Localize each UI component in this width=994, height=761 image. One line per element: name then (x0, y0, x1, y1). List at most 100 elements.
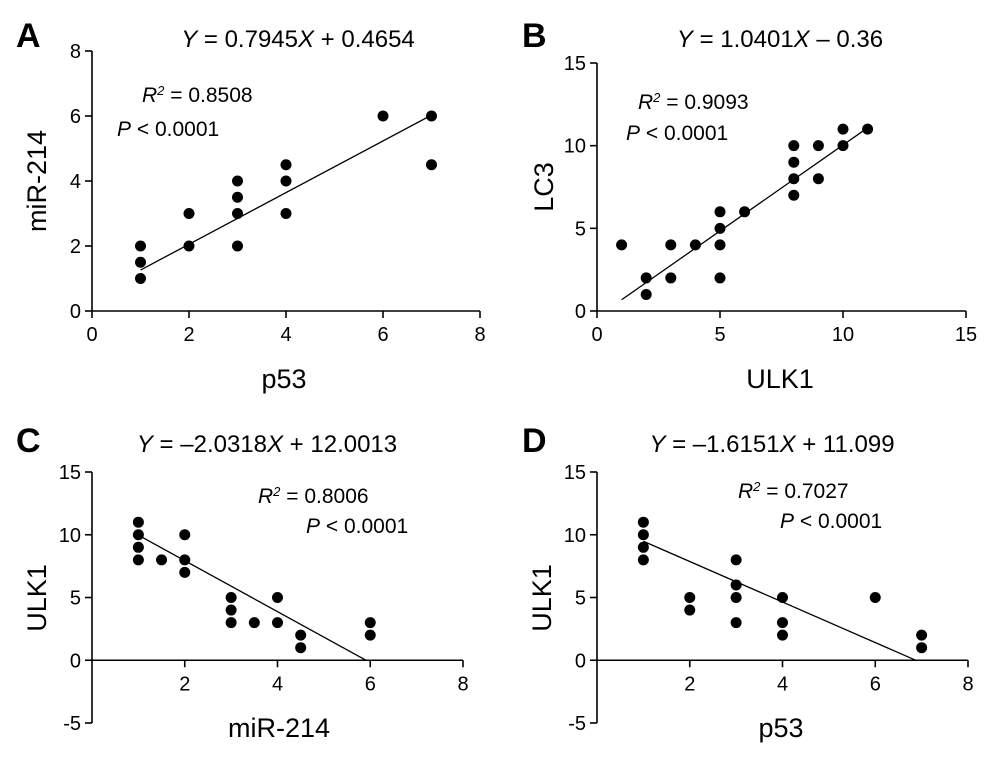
data-point (225, 604, 237, 616)
x-tick-label: 8 (474, 324, 485, 346)
data-point (225, 592, 237, 603)
x-tick-label: 4 (280, 324, 291, 346)
data-point (640, 288, 652, 300)
data-point (225, 617, 237, 629)
regression-equation: Y = 0.7945X + 0.4654 (181, 26, 415, 53)
data-point (179, 566, 191, 578)
x-tick-label: 2 (183, 324, 194, 346)
data-point (777, 629, 788, 641)
data-point (232, 191, 243, 203)
y-tick-label: 2 (70, 236, 81, 258)
data-point (862, 123, 874, 135)
x-axis-label: ULK1 (746, 364, 814, 394)
data-point (232, 208, 243, 219)
y-tick-label: 0 (70, 650, 81, 672)
data-point (280, 159, 292, 171)
panel-letter: C (16, 422, 41, 460)
p-value-label: P < 0.0001 (117, 118, 219, 141)
data-point (684, 592, 696, 603)
data-point (812, 173, 824, 185)
data-point (637, 554, 649, 566)
x-tick-label: 0 (591, 324, 602, 346)
panel-letter: B (522, 17, 547, 55)
data-point (132, 554, 144, 566)
data-point (640, 272, 652, 284)
data-point (788, 189, 800, 201)
data-point (426, 159, 437, 171)
x-tick-label: 2 (179, 673, 190, 695)
y-axis-label: ULK1 (22, 564, 52, 632)
data-point (295, 629, 307, 641)
y-tick-label: -5 (568, 713, 586, 735)
data-point (637, 516, 649, 528)
data-point (777, 617, 788, 629)
y-tick-label: 10 (564, 525, 586, 547)
data-point (730, 592, 742, 603)
data-point (714, 239, 726, 251)
data-point (426, 110, 437, 122)
data-point (280, 208, 292, 219)
data-point (777, 592, 788, 603)
x-tick-label: 6 (377, 324, 388, 346)
panel-letter: A (16, 17, 41, 55)
x-tick-label: 10 (832, 324, 854, 346)
data-point (616, 239, 628, 251)
y-tick-label: 0 (575, 650, 586, 672)
y-axis-label: miR-214 (22, 130, 52, 232)
regression-equation: Y = 1.0401X – 0.36 (677, 26, 883, 53)
data-point (295, 642, 307, 654)
p-value-label: P < 0.0001 (626, 122, 728, 145)
data-point (232, 175, 243, 187)
p-value-label: P < 0.0001 (780, 510, 882, 533)
x-tick-label: 0 (86, 324, 97, 346)
data-point (714, 222, 726, 234)
y-tick-label: 8 (70, 41, 81, 63)
y-tick-label: 10 (59, 525, 81, 547)
data-point (837, 140, 849, 152)
x-tick-label: 8 (962, 673, 973, 695)
data-point (248, 617, 260, 629)
p-value-label: P < 0.0001 (306, 515, 408, 538)
r-squared-label: R2 = 0.8006 (258, 484, 369, 509)
y-tick-label: 4 (70, 171, 81, 193)
data-point (132, 516, 144, 528)
data-point (684, 604, 696, 616)
data-point (183, 208, 195, 219)
data-point (272, 617, 283, 629)
data-point (730, 554, 742, 566)
panel-c: C Y = –2.0318X + 12.0013 R2 = 0.8006 P < 0.… (16, 422, 469, 743)
data-point (916, 629, 928, 641)
x-tick-label: 4 (272, 673, 283, 695)
y-axis-label: ULK1 (527, 564, 557, 632)
data-point (156, 554, 168, 566)
y-tick-label: 6 (70, 106, 81, 128)
data-point (135, 273, 146, 284)
data-point (135, 240, 146, 252)
x-axis-label: p53 (261, 364, 306, 394)
y-axis-label: LC3 (529, 162, 559, 212)
data-point (637, 541, 649, 553)
data-point (788, 140, 800, 152)
y-tick-label: 15 (564, 53, 586, 75)
data-point (665, 239, 677, 251)
data-point (135, 256, 146, 268)
data-point (280, 175, 292, 187)
r-squared-label: R2 = 0.9093 (638, 90, 749, 115)
data-point (714, 272, 726, 284)
data-point (183, 240, 195, 252)
data-point (364, 629, 376, 641)
data-point (637, 529, 649, 541)
panel-b: B Y = 1.0401X – 0.36 R2 = 0.9093 P < 0.0001… (522, 17, 977, 394)
y-tick-label: 0 (575, 301, 586, 323)
y-tick-label: 5 (575, 588, 586, 610)
r-squared-label: R2 = 0.8508 (142, 83, 253, 108)
data-point (869, 592, 881, 603)
y-tick-label: 15 (564, 462, 586, 484)
data-point (730, 617, 742, 629)
y-tick-label: 5 (70, 588, 81, 610)
data-point (179, 554, 191, 566)
data-point (916, 642, 928, 654)
data-point (730, 579, 742, 591)
data-point (132, 529, 144, 541)
